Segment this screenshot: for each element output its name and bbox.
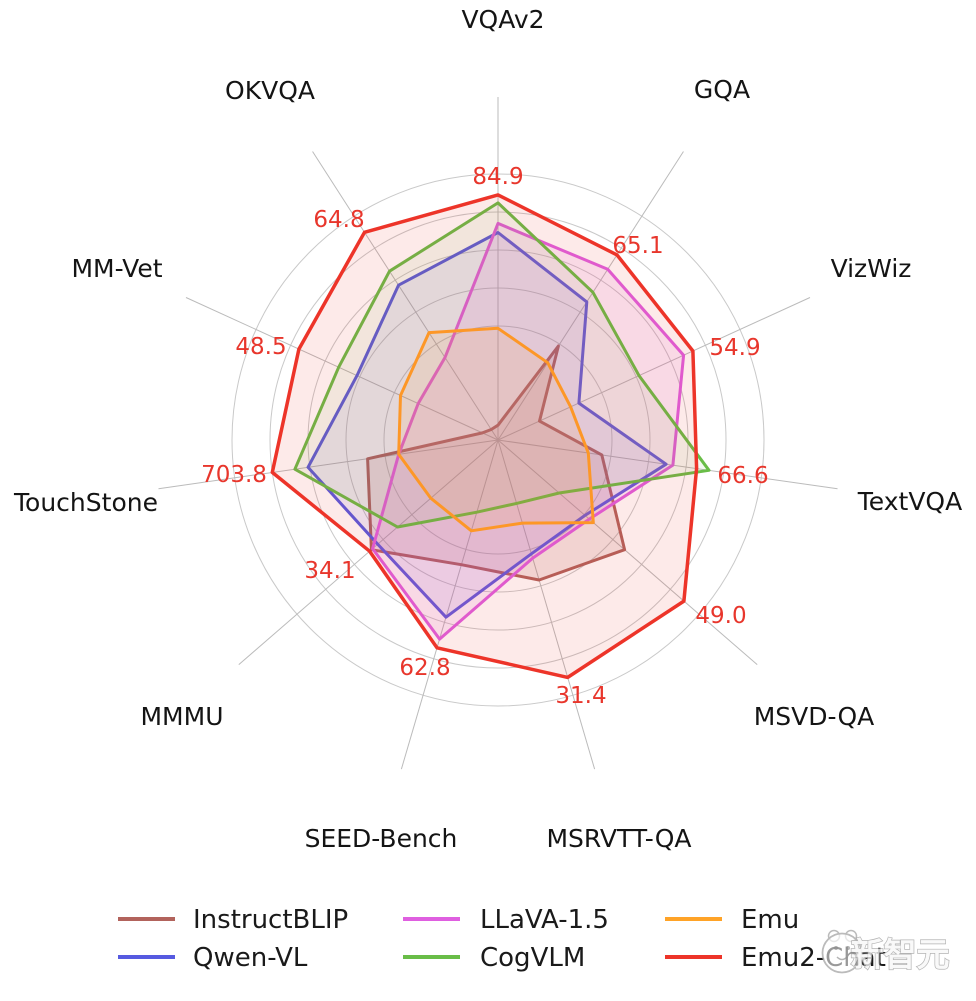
- axis-spoke-mm-vet: [185, 297, 499, 441]
- legend: InstructBLIPQwen-VLLLaVA-1.5CogVLMEmuEmu…: [118, 905, 886, 973]
- value-label-vqav2: 84.9: [472, 164, 523, 190]
- legend-item-llava-1-5: LLaVA-1.5: [403, 905, 609, 935]
- axis-spoke-vizwiz: [497, 297, 811, 441]
- watermark: 新智元: [821, 929, 950, 975]
- legend-item-cogvlm: CogVLM: [403, 943, 585, 973]
- value-label-touchstone: 703.8: [201, 462, 267, 488]
- series-polygon-qwen-vl: [306, 231, 668, 619]
- axis-spoke-touchstone: [158, 439, 499, 490]
- axis-spoke-okvqa: [312, 151, 499, 441]
- axis-label-okvqa: OKVQA: [225, 76, 315, 105]
- axis-spoke-textvqa: [497, 439, 838, 490]
- legend-label-qwen-vl: Qwen-VL: [193, 943, 308, 973]
- axis-label-textvqa: TextVQA: [857, 487, 962, 516]
- value-label-msrvtt-qa: 31.4: [555, 683, 606, 709]
- value-label-vizwiz: 54.9: [709, 335, 760, 361]
- series-polygon-emu: [397, 326, 595, 533]
- legend-label-cogvlm: CogVLM: [480, 943, 585, 973]
- axis-label-touchstone: TouchStone: [13, 488, 158, 517]
- axis-label-mmmu: MMMU: [140, 702, 223, 731]
- axis-label-gqa: GQA: [694, 75, 750, 104]
- axis-labels: VQAv2 84.9 GQA 65.1 VizWiz 54.9 TextVQA 66.6 MSV…: [13, 5, 962, 853]
- axis-label-vizwiz: VizWiz: [831, 254, 912, 283]
- value-label-okvqa: 64.8: [313, 207, 364, 233]
- value-label-textvqa: 66.6: [717, 463, 768, 489]
- axis-spoke-msrvtt-qa: [497, 439, 596, 770]
- axis-label-msrvtt-qa: MSRVTT-QA: [546, 824, 691, 853]
- series-polygon-emu2-chat: [270, 193, 699, 680]
- axis-label-msvd-qa: MSVD-QA: [754, 702, 875, 731]
- axis-spoke-seed-bench: [400, 439, 499, 770]
- legend-label-emu: Emu: [741, 905, 799, 935]
- value-label-seed-bench: 62.8: [399, 655, 450, 681]
- legend-item-emu: Emu: [665, 905, 799, 935]
- axis-spoke-gqa: [497, 151, 684, 441]
- watermark-text: 新智元: [851, 935, 950, 974]
- value-label-gqa: 65.1: [612, 233, 663, 259]
- value-label-msvd-qa: 49.0: [695, 603, 746, 629]
- legend-item-instructblip: InstructBLIP: [118, 905, 348, 935]
- watermark-face-eye-right: [846, 946, 850, 950]
- value-label-mmmu: 34.1: [304, 558, 355, 584]
- watermark-face-mouth: [836, 956, 848, 961]
- legend-label-llava-1-5: LLaVA-1.5: [480, 905, 609, 935]
- watermark-face-eye-left: [834, 946, 838, 950]
- series-polygons: [270, 193, 711, 680]
- watermark-face-icon: [821, 932, 863, 974]
- value-label-mm-vet: 48.5: [235, 334, 286, 360]
- axis-label-seed-bench: SEED-Bench: [305, 824, 458, 853]
- legend-item-qwen-vl: Qwen-VL: [118, 943, 308, 973]
- axis-spoke-msvd-qa: [497, 439, 758, 665]
- legend-label-instructblip: InstructBLIP: [193, 905, 348, 935]
- axis-label-mm-vet: MM-Vet: [71, 254, 162, 283]
- series-polygon-llava-1-5: [371, 221, 686, 641]
- polar-grid: [158, 97, 838, 770]
- axis-label-vqav2: VQAv2: [461, 5, 544, 34]
